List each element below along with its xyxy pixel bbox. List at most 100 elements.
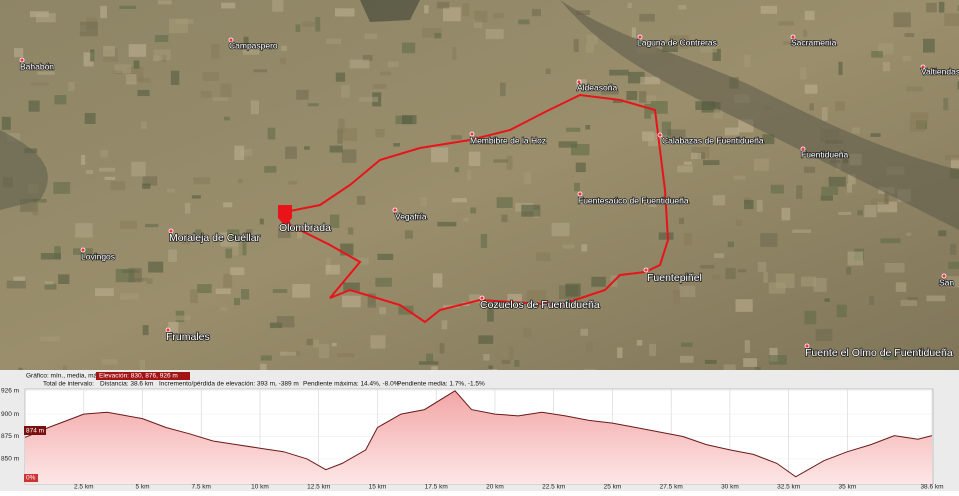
place-label[interactable]: Lovingos bbox=[80, 250, 116, 262]
field bbox=[364, 33, 377, 40]
field bbox=[957, 5, 959, 11]
field bbox=[306, 338, 314, 346]
field bbox=[679, 285, 696, 297]
field bbox=[377, 253, 394, 260]
start-marker[interactable] bbox=[278, 205, 292, 226]
field bbox=[575, 162, 586, 173]
field bbox=[175, 315, 191, 321]
field bbox=[483, 354, 490, 361]
place-label[interactable]: Laguna de Contreras bbox=[636, 36, 717, 48]
place-label[interactable]: San bbox=[938, 276, 955, 288]
map[interactable]: Bahabón Campaspero Laguna de Contreras S… bbox=[0, 0, 959, 382]
field bbox=[467, 169, 472, 181]
place-label[interactable]: Moraleja de Cuéllar bbox=[168, 231, 261, 245]
field bbox=[437, 1, 450, 9]
place-label[interactable]: Membibre de la Hoz bbox=[469, 134, 547, 146]
y-tick-label: 900 m bbox=[1, 411, 19, 418]
field bbox=[451, 135, 462, 140]
field bbox=[342, 295, 361, 308]
field bbox=[948, 261, 959, 269]
place-label[interactable]: Vegafría bbox=[394, 210, 428, 222]
field bbox=[279, 57, 287, 65]
field bbox=[923, 38, 935, 53]
field bbox=[906, 86, 923, 92]
field bbox=[804, 84, 818, 94]
field bbox=[672, 289, 681, 305]
field bbox=[13, 276, 26, 281]
field bbox=[454, 167, 460, 173]
place-label[interactable]: Valtiendas bbox=[920, 65, 959, 77]
header-text: Gráfico: mín., media, máx. bbox=[26, 373, 102, 380]
field bbox=[40, 253, 61, 260]
place-dot bbox=[469, 131, 475, 137]
field bbox=[168, 321, 179, 333]
field bbox=[781, 207, 791, 221]
field bbox=[703, 160, 720, 166]
field bbox=[379, 307, 387, 315]
field bbox=[690, 152, 702, 160]
field bbox=[733, 175, 746, 180]
field bbox=[882, 62, 890, 72]
place-label[interactable]: Fuentepiñel bbox=[646, 271, 702, 285]
route[interactable] bbox=[283, 93, 670, 324]
place-label[interactable]: Fuente el Olmo de Fuentidueña bbox=[804, 346, 953, 360]
field bbox=[558, 141, 578, 148]
cursor-box bbox=[24, 426, 46, 435]
place-label[interactable]: Frumales bbox=[165, 330, 210, 344]
place-label[interactable]: Sacramenia bbox=[790, 36, 837, 48]
field bbox=[847, 174, 856, 185]
field bbox=[487, 307, 494, 322]
field bbox=[280, 45, 287, 51]
place-label[interactable]: Bahabón bbox=[19, 60, 55, 72]
field bbox=[799, 67, 807, 80]
field bbox=[768, 355, 787, 365]
place-label[interactable]: Campaspero bbox=[228, 39, 279, 51]
field bbox=[501, 359, 511, 365]
field bbox=[434, 32, 442, 39]
field bbox=[146, 278, 153, 285]
place-label[interactable]: Olombrada bbox=[278, 221, 332, 235]
forest bbox=[0, 130, 48, 210]
field bbox=[957, 81, 959, 90]
place-label[interactable]: Fuentidueña bbox=[800, 148, 849, 160]
field bbox=[223, 273, 233, 288]
field bbox=[422, 27, 442, 38]
place-dot bbox=[577, 191, 583, 197]
field bbox=[103, 46, 115, 57]
field bbox=[233, 297, 241, 306]
field bbox=[215, 288, 231, 295]
field bbox=[75, 223, 93, 238]
place-label[interactable]: Aldeasoña bbox=[576, 81, 618, 93]
field bbox=[521, 204, 541, 217]
field bbox=[800, 276, 816, 287]
map-imagery bbox=[0, 0, 959, 370]
field bbox=[514, 360, 520, 367]
field bbox=[775, 273, 795, 289]
place-label[interactable]: Fuentesaúco de Fuentidueña bbox=[577, 194, 689, 206]
field bbox=[119, 5, 136, 9]
field bbox=[864, 205, 877, 218]
place-dot bbox=[80, 247, 86, 253]
field bbox=[200, 91, 212, 98]
field bbox=[326, 257, 331, 272]
cursor-elevation: 874 m bbox=[26, 428, 44, 435]
field bbox=[260, 355, 272, 361]
field bbox=[815, 328, 833, 342]
field bbox=[591, 276, 606, 287]
field bbox=[315, 16, 321, 32]
place-label[interactable]: Cozuelos de Fuentidueña bbox=[479, 298, 600, 312]
field bbox=[628, 71, 645, 84]
field bbox=[470, 207, 477, 214]
field bbox=[678, 217, 685, 225]
x-tick-label: 10 km bbox=[251, 484, 269, 491]
plot: 2.5 km 5 km 7.5 km 10 km 12.5 km 15 km 17.5 km… bbox=[1, 388, 944, 491]
field bbox=[90, 49, 95, 62]
field bbox=[318, 343, 330, 359]
place-label[interactable]: Calabazas de Fuentidueña bbox=[661, 134, 764, 146]
field bbox=[331, 342, 337, 347]
field bbox=[735, 299, 753, 312]
field bbox=[700, 40, 717, 53]
x-tick-label: 20 km bbox=[486, 484, 504, 491]
field bbox=[576, 79, 587, 91]
field bbox=[473, 19, 483, 29]
